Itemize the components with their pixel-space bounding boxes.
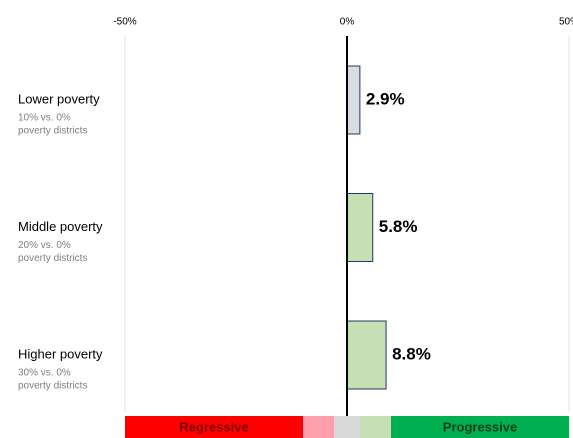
scale-label: Progressive (443, 419, 517, 434)
x-tick-label: 50% (559, 17, 573, 28)
value-label: 2.9% (366, 89, 405, 108)
category-sublabel: poverty districts (18, 126, 87, 137)
value-label: 8.8% (392, 344, 431, 363)
scale-segment (303, 416, 334, 438)
category-label: Middle poverty (18, 219, 103, 234)
category-sublabel: 30% vs. 0% (18, 368, 71, 379)
x-tick-label: 0% (340, 17, 355, 28)
category-label: Higher poverty (18, 346, 103, 361)
bar (346, 193, 374, 262)
category-sublabel: 10% vs. 0% (18, 113, 71, 124)
x-tick-label: -50% (113, 17, 136, 28)
scale-segment (360, 416, 391, 438)
category-sublabel: poverty districts (18, 381, 87, 392)
scale-segment (391, 416, 569, 438)
scale-segment (334, 416, 360, 438)
category-label: Lower poverty (18, 91, 100, 106)
scale-label: Regressive (179, 419, 248, 434)
value-label: 5.8% (379, 217, 418, 236)
bar (346, 320, 387, 390)
category-sublabel: 20% vs. 0% (18, 240, 71, 251)
scale-segment (125, 416, 303, 438)
bar (346, 65, 361, 135)
category-sublabel: poverty districts (18, 253, 87, 264)
